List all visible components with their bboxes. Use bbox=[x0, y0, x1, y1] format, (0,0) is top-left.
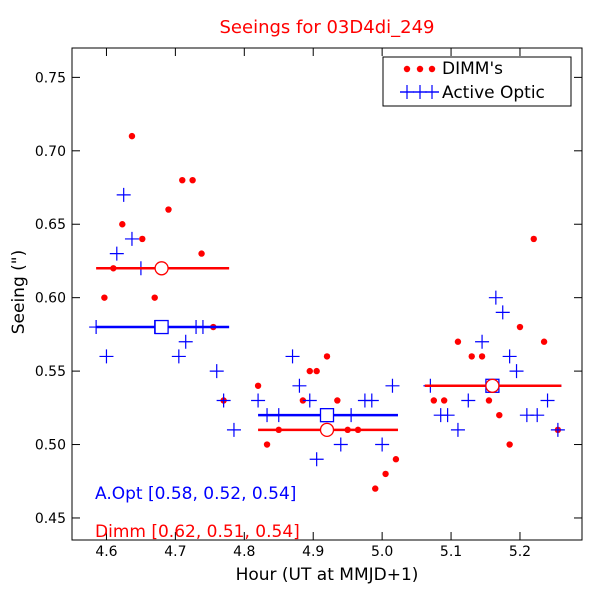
x-axis-label: Hour (UT at MMJD+1) bbox=[236, 565, 419, 585]
x-tick-label: 4.7 bbox=[164, 544, 186, 560]
dimm-point bbox=[496, 411, 503, 419]
active-optic-point bbox=[116, 187, 131, 202]
annotation-dimm: Dimm [0.62, 0.51, 0.54] bbox=[95, 522, 300, 542]
active-optic-point bbox=[226, 422, 241, 437]
dimm-point bbox=[198, 250, 205, 257]
y-tick-label: 0.60 bbox=[35, 291, 66, 307]
y-axis-label: Seeing (") bbox=[9, 250, 29, 335]
dimm-point bbox=[540, 338, 548, 345]
chart-title: Seeings for 03D4di_249 bbox=[220, 17, 435, 38]
dimm-median-marker bbox=[154, 261, 169, 276]
active-optic-point bbox=[178, 334, 193, 349]
active-optic-point bbox=[302, 393, 317, 408]
dimm-point bbox=[334, 397, 341, 404]
active-optic-point bbox=[495, 305, 510, 320]
dimm-point bbox=[530, 235, 537, 243]
y-axis: 0.45 0.50 0.55 0.60 0.65 0.70 0.75 bbox=[35, 70, 582, 527]
dimm-median-marker bbox=[319, 422, 335, 438]
y-tick-label: 0.55 bbox=[35, 364, 66, 380]
annotation-aopt: A.Opt [0.58, 0.52, 0.54] bbox=[95, 484, 296, 504]
y-tick-label: 0.70 bbox=[35, 144, 66, 160]
dimm-median-marker bbox=[485, 378, 500, 393]
ao-median-marker bbox=[154, 319, 169, 335]
legend-active-optic-label: Active Optic bbox=[442, 83, 545, 103]
active-optic-point bbox=[124, 231, 139, 246]
legend-dimm-marker bbox=[403, 65, 436, 73]
dimm-point bbox=[468, 353, 475, 360]
active-optic-point bbox=[450, 422, 465, 437]
active-optic-point bbox=[475, 334, 490, 349]
active-optic-point bbox=[285, 349, 300, 364]
dimm-point bbox=[179, 176, 186, 184]
dimm-point bbox=[440, 397, 448, 404]
dimm-point bbox=[128, 132, 136, 140]
legend: DIMM's Active Optic bbox=[382, 56, 572, 107]
legend-active-optic-marker bbox=[400, 85, 439, 99]
x-axis: 4.6 4.7 4.8 4.9 5.0 5.1 5.2 bbox=[95, 48, 531, 560]
active-optic-point bbox=[530, 408, 545, 423]
active-optic-point bbox=[251, 393, 266, 408]
active-optic-point bbox=[385, 378, 400, 393]
active-optic-point bbox=[216, 393, 231, 408]
legend-dimm-label: DIMM's bbox=[442, 59, 503, 79]
active-optic-point bbox=[309, 452, 324, 467]
y-tick-label: 0.75 bbox=[35, 70, 66, 86]
dimm-point bbox=[430, 397, 438, 404]
active-optic-point bbox=[375, 437, 390, 452]
dimm-point bbox=[485, 397, 493, 404]
dimm-point bbox=[101, 294, 108, 301]
dimm-point bbox=[478, 353, 486, 360]
dimm-point bbox=[313, 367, 320, 375]
y-tick-label: 0.45 bbox=[35, 511, 66, 527]
active-optic-point bbox=[364, 393, 379, 408]
active-optic-point bbox=[502, 349, 517, 364]
active-optic-point bbox=[488, 290, 503, 305]
dimm-point bbox=[139, 235, 146, 243]
dimm-point bbox=[323, 353, 331, 360]
x-tick-label: 5.2 bbox=[509, 544, 531, 560]
dimm-point bbox=[382, 470, 389, 478]
dimm-point bbox=[306, 367, 313, 375]
legend-box bbox=[382, 56, 572, 107]
x-tick-label: 5.0 bbox=[371, 544, 393, 560]
dimm-point bbox=[516, 323, 524, 331]
dimm-point bbox=[372, 485, 379, 492]
x-tick-label: 4.6 bbox=[95, 544, 117, 560]
x-tick-label: 4.9 bbox=[302, 544, 324, 560]
active-optic-point bbox=[550, 422, 565, 437]
active-optic-point bbox=[509, 364, 524, 379]
dimm-point bbox=[119, 221, 126, 228]
legend-dimm-dot bbox=[428, 65, 436, 73]
y-tick-label: 0.50 bbox=[35, 438, 66, 454]
active-optic-point bbox=[333, 437, 348, 452]
plot-area bbox=[89, 132, 565, 492]
x-tick-label: 5.1 bbox=[440, 544, 462, 560]
active-optic-point bbox=[292, 378, 307, 393]
legend-dimm-dot bbox=[416, 65, 424, 73]
dimm-point bbox=[165, 206, 172, 213]
active-optic-point bbox=[461, 393, 476, 408]
x-tick-label: 4.8 bbox=[233, 544, 255, 560]
dimm-point bbox=[454, 338, 462, 345]
active-optic-point bbox=[540, 393, 555, 408]
dimm-point bbox=[392, 456, 400, 463]
dimm-point bbox=[506, 441, 513, 448]
dimm-point bbox=[263, 441, 271, 448]
dimm-series bbox=[101, 132, 562, 492]
active-optic-point bbox=[171, 349, 186, 364]
ao-median-marker bbox=[319, 408, 335, 423]
dimm-point bbox=[254, 382, 262, 389]
active-optic-point bbox=[109, 246, 124, 261]
dimm-point bbox=[151, 294, 158, 301]
active-optic-point bbox=[99, 349, 114, 364]
active-optic-point bbox=[209, 364, 224, 379]
dimm-point bbox=[189, 176, 196, 184]
legend-dimm-dot bbox=[403, 65, 411, 73]
active-optic-point bbox=[440, 408, 455, 423]
median-lines bbox=[96, 261, 562, 438]
y-tick-label: 0.65 bbox=[35, 217, 66, 233]
axes-frame bbox=[71, 47, 583, 541]
